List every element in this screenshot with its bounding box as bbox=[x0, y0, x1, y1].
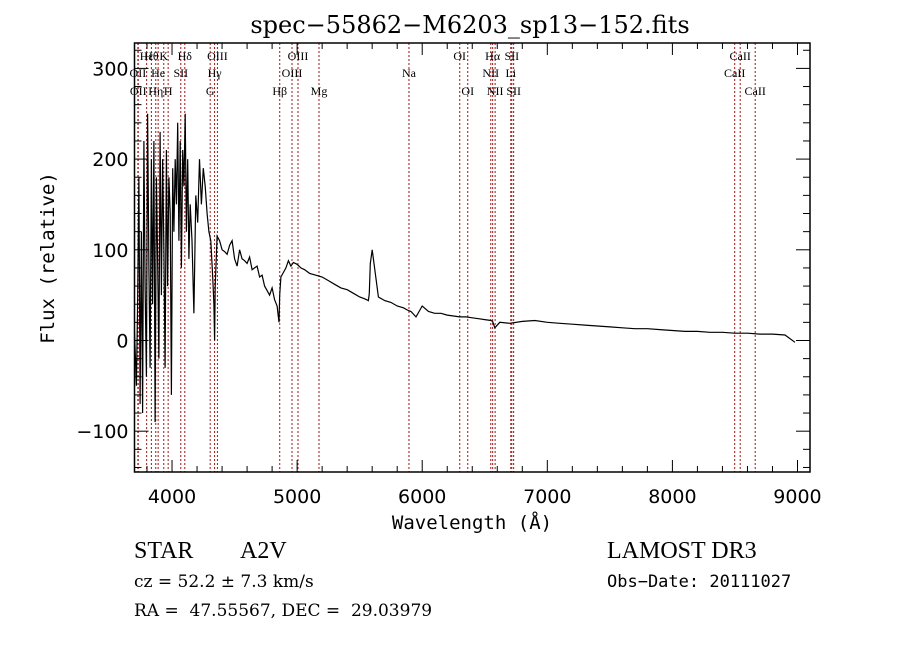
y-tick-label: 0 bbox=[116, 330, 128, 352]
emission-line-label: CaII bbox=[730, 49, 751, 63]
y-axis-label: Flux (relative) bbox=[37, 172, 59, 344]
emission-line-label: G bbox=[206, 84, 215, 98]
emission-line-label: SII bbox=[504, 49, 519, 63]
x-axis-label: Wavelength (Å) bbox=[392, 511, 552, 534]
plot-frame bbox=[133, 42, 811, 473]
line-markers bbox=[137, 43, 756, 472]
x-axis: 4000 5000 6000 7000 8000 9000 bbox=[146, 43, 822, 508]
y-tick-label: 100 bbox=[92, 240, 128, 262]
object-subclass: A2V bbox=[240, 538, 287, 564]
emission-line-label: K bbox=[159, 49, 168, 63]
coordinates-text: RA = 47.55567, DEC = 29.03979 bbox=[134, 601, 433, 621]
emission-line-label: OII bbox=[130, 66, 147, 80]
object-class: STAR bbox=[134, 538, 194, 564]
emission-line-label: NII bbox=[487, 84, 504, 98]
emission-line-label: Hθ bbox=[144, 49, 159, 63]
emission-line-label: H bbox=[164, 84, 173, 98]
emission-line-label: SII bbox=[173, 66, 188, 80]
emission-line-label: Hη bbox=[148, 84, 163, 98]
emission-line-label: Mg bbox=[311, 84, 328, 98]
emission-line-label: Hδ bbox=[178, 49, 193, 63]
chart-title: spec−55862−M6203_sp13−152.fits bbox=[250, 11, 689, 39]
emission-line-label: Hβ bbox=[272, 84, 287, 98]
emission-line-label: Hγ bbox=[208, 66, 223, 80]
x-tick-label: 8000 bbox=[648, 486, 696, 508]
y-tick-label: −100 bbox=[76, 421, 128, 443]
x-tick-label: 5000 bbox=[273, 486, 321, 508]
emission-line-label: OI bbox=[461, 84, 474, 98]
emission-line-label: NII bbox=[482, 66, 499, 80]
x-tick-label: 9000 bbox=[773, 486, 821, 508]
emission-line-label: SII bbox=[506, 84, 521, 98]
redshift-text: cz = 52.2 ± 7.3 km/s bbox=[134, 572, 314, 592]
emission-line-label: OIII bbox=[207, 49, 228, 63]
x-tick-label: 6000 bbox=[398, 486, 446, 508]
emission-line-label: CaII bbox=[724, 66, 745, 80]
spectrum-line bbox=[133, 113, 796, 423]
emission-line-label: Li bbox=[505, 66, 516, 80]
y-tick-label: 200 bbox=[92, 149, 128, 171]
obs-date: Obs−Date: 20111027 bbox=[607, 572, 792, 592]
emission-line-label: Hε bbox=[140, 49, 154, 63]
emission-line-label: OI bbox=[453, 49, 466, 63]
emission-line-label: CaII bbox=[745, 84, 766, 98]
y-tick-label: 300 bbox=[92, 58, 128, 80]
emission-line-label: OIII bbox=[282, 66, 303, 80]
emission-line-label: Hα bbox=[485, 49, 501, 63]
x-tick-label: 7000 bbox=[523, 486, 571, 508]
emission-line-label: He bbox=[151, 66, 165, 80]
emission-line-label: OIII bbox=[288, 49, 309, 63]
survey-name: LAMOST DR3 bbox=[607, 538, 757, 564]
emission-line-label: Na bbox=[402, 66, 417, 80]
y-axis: −100 0 100 200 300 bbox=[76, 49, 810, 468]
x-tick-label: 4000 bbox=[148, 486, 196, 508]
